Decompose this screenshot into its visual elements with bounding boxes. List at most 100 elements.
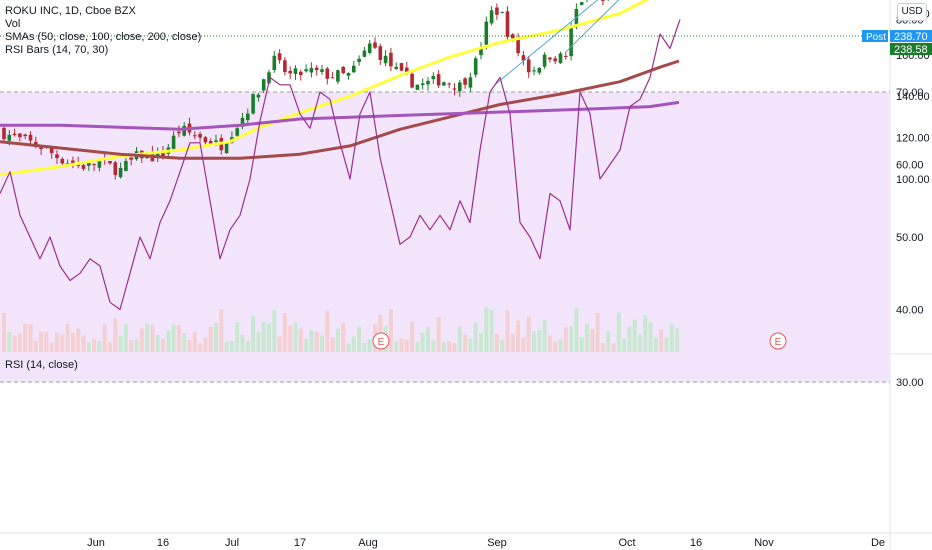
candle-body	[113, 162, 118, 175]
volume-bar	[49, 342, 54, 352]
candle-body	[352, 65, 356, 73]
volume-bar	[627, 326, 632, 352]
candle-body	[330, 77, 335, 79]
volume-bar	[256, 331, 261, 352]
candle-body	[224, 143, 229, 154]
trendline-1	[495, 0, 599, 85]
candle-body	[293, 68, 298, 74]
volume-bar	[182, 333, 187, 352]
candle-body	[511, 34, 515, 39]
time-axis-tick: Jun	[87, 537, 105, 549]
volume-bar	[479, 333, 483, 352]
vol-label: Vol	[5, 18, 21, 30]
candle-body	[214, 140, 218, 142]
candle-body	[320, 69, 324, 73]
time-axis-tick: 17	[294, 537, 306, 549]
volume-bar	[60, 334, 65, 352]
candle-body	[193, 135, 197, 137]
volume-bar	[648, 322, 653, 352]
candle-body	[564, 55, 568, 57]
volume-bar	[23, 323, 28, 352]
volume-bar	[351, 336, 356, 352]
volume-bar	[574, 307, 579, 352]
volume-bar	[579, 337, 584, 352]
post-tag-label: Post	[866, 32, 886, 43]
volume-bar	[17, 333, 22, 352]
candle-body	[246, 113, 250, 121]
candle-body	[442, 82, 446, 86]
volume-bar	[553, 341, 558, 352]
volume-bar	[102, 324, 107, 352]
candle-body	[65, 163, 70, 165]
volume-bar	[388, 309, 393, 352]
volume-bar	[404, 339, 409, 352]
candle-body	[452, 88, 457, 90]
candle-body	[447, 83, 451, 85]
time-axis-tick: De	[871, 537, 885, 549]
candle-body	[28, 134, 33, 141]
candle-body	[314, 67, 319, 71]
currency-button[interactable]: USD	[897, 3, 927, 21]
volume-bar	[267, 323, 271, 352]
volume-bar	[473, 322, 478, 352]
volume-bar	[558, 339, 563, 352]
candle-body	[521, 55, 526, 61]
time-axis-tick: 16	[690, 537, 702, 549]
candle-body	[495, 7, 499, 15]
volume-bar	[277, 336, 282, 352]
volume-bar	[341, 323, 346, 352]
candle-body	[39, 146, 43, 150]
volume-bar	[272, 310, 277, 352]
volume-bar	[203, 337, 208, 352]
candle-body	[177, 131, 181, 134]
volume-bar	[70, 332, 75, 352]
candle-body	[283, 60, 287, 72]
candle-body	[399, 63, 404, 71]
volume-bar	[484, 307, 489, 352]
candle-body	[537, 67, 542, 73]
candle-body	[97, 160, 102, 168]
rsi-axis-tick: 30.00	[896, 377, 924, 389]
volume-bar	[55, 332, 59, 352]
symbol-title: ROKU INC, 1D, Cboe BZX	[5, 5, 136, 17]
last-value: 238.58	[894, 44, 928, 56]
candle-body	[420, 83, 425, 86]
rsi-axis-tick: 70.00	[896, 87, 924, 99]
volume-bar	[134, 339, 139, 352]
volume-bar	[600, 342, 605, 352]
volume-bar	[638, 334, 642, 352]
volume-bar	[542, 320, 547, 352]
candle-body	[198, 133, 202, 138]
volume-bar	[123, 323, 128, 352]
candle-body	[18, 133, 22, 138]
volume-bar	[346, 343, 351, 352]
candle-body	[240, 117, 245, 127]
time-axis-tick: Jul	[225, 537, 239, 549]
volume-bar	[664, 337, 669, 352]
candle-body	[7, 134, 12, 141]
candle-body	[182, 125, 186, 136]
volume-bar	[510, 333, 515, 352]
last-value-box	[890, 43, 932, 55]
candle-body	[484, 21, 489, 45]
candle-body	[129, 157, 133, 160]
volume-bar	[659, 329, 664, 352]
volume-bar	[532, 331, 536, 352]
volume-bar	[97, 340, 102, 352]
candle-body	[256, 94, 261, 98]
candle-body	[299, 71, 303, 76]
volume-bar	[39, 331, 44, 352]
volume-bar	[166, 330, 171, 352]
volume-bar	[118, 335, 123, 352]
candle-body	[389, 52, 393, 67]
candle-body	[516, 38, 520, 54]
volume-bar	[251, 315, 256, 352]
candle-body	[468, 77, 473, 88]
volume-bar	[335, 328, 340, 352]
volume-bar	[526, 316, 531, 352]
volume-bar	[28, 324, 33, 352]
rsi-line	[0, 19, 681, 311]
rsi-axis-tick: 40.00	[896, 305, 924, 317]
candle-body	[208, 141, 213, 146]
